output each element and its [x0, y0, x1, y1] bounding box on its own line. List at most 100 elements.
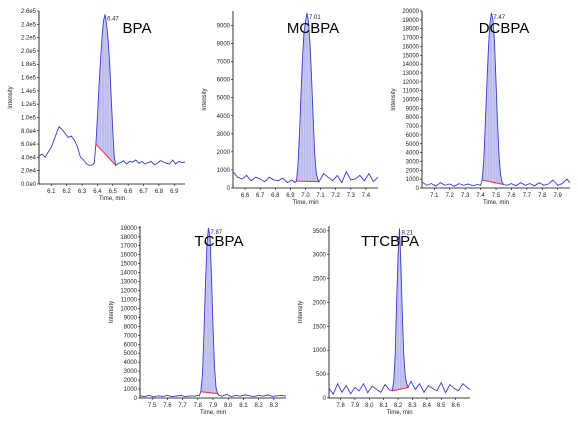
y-tick-label: 12000 — [402, 80, 419, 86]
y-tick-label: 1000 — [124, 387, 138, 393]
chromatogram-trace — [328, 228, 471, 396]
y-tick-label: 11000 — [403, 89, 420, 95]
x-tick-label: 7.6 — [163, 403, 172, 409]
chromatogram-trace — [421, 12, 571, 187]
y-tick-label: 7000 — [217, 60, 231, 66]
x-tick-label: 7.8 — [194, 403, 203, 409]
x-tick-label: 7.4 — [476, 193, 485, 199]
chart-panel-3: 0 1000 2000 3000 4000 5000 6000 7000 8000 9000 100… — [391, 9, 571, 206]
y-tick-label: 17000 — [120, 244, 137, 250]
x-tick-label: 8.5 — [437, 403, 446, 409]
y-tick-label: 2.0e4 — [21, 169, 37, 175]
y-tick-label: 1.4e5 — [21, 89, 37, 95]
x-tick-label: 7.0 — [301, 193, 310, 199]
y-tick-label: 6000 — [406, 133, 420, 139]
y-tick-label: 0 — [134, 396, 138, 402]
x-tick-label: 7.7 — [178, 403, 187, 409]
y-tick-label: 2.0e5 — [21, 49, 37, 55]
y-tick-label: 1000 — [313, 348, 327, 354]
peak-area — [200, 227, 218, 394]
y-tick-label: 6000 — [124, 342, 138, 348]
x-tick-label: 6.2 — [62, 189, 71, 195]
x-tick-label: 8.0 — [224, 403, 233, 409]
y-axis-label: Intensity — [109, 301, 115, 323]
y-tick-label: 1.2e5 — [21, 102, 37, 108]
y-tick-label: 6.0e4 — [21, 142, 37, 148]
peak-apex-label: 7.47 — [493, 15, 505, 21]
peak-apex-label: 7.01 — [309, 15, 321, 21]
y-tick-label: 9000 — [124, 315, 138, 321]
x-tick-label: 7.1 — [316, 193, 325, 199]
x-tick-label: 7.9 — [209, 403, 218, 409]
y-tick-label: 2.4e5 — [21, 22, 37, 28]
x-tick-label: 6.5 — [109, 189, 118, 195]
y-tick-label: 5000 — [124, 351, 138, 357]
y-tick-label: 0 — [416, 186, 420, 192]
peak-baseline — [482, 179, 504, 185]
x-axis-label: Time, min — [200, 410, 226, 416]
y-tick-label: 9000 — [217, 23, 231, 29]
y-tick-label: 1000 — [217, 168, 231, 174]
chromatogram-trace — [139, 227, 287, 398]
y-tick-label: 2000 — [217, 150, 231, 156]
y-tick-label: 8.0e4 — [21, 129, 37, 135]
peak-baseline — [200, 391, 218, 395]
x-tick-label: 7.3 — [461, 193, 470, 199]
x-tick-label: 6.6 — [124, 189, 133, 195]
y-tick-label: 2000 — [313, 300, 327, 306]
y-tick-label: 2500 — [313, 277, 327, 283]
x-axis-label: Time, min — [292, 200, 318, 206]
y-tick-label: 20000 — [402, 9, 419, 15]
y-tick-label: 12000 — [120, 289, 137, 295]
y-tick-label: 2.6e5 — [21, 9, 37, 15]
y-tick-label: 2000 — [124, 378, 138, 384]
peak-baseline — [296, 180, 320, 183]
chart-panel-2: 0 1000 2000 3000 4000 5000 6000 7000 8000 9000 6.6… — [202, 11, 379, 206]
y-tick-label: 14000 — [120, 271, 137, 277]
x-tick-label: 8.1 — [380, 403, 389, 409]
y-tick-label: 3000 — [124, 369, 138, 375]
chart-title: TCBPA — [195, 233, 244, 250]
y-tick-label: 4000 — [124, 360, 138, 366]
y-tick-label: 19000 — [402, 18, 419, 24]
x-tick-label: 7.7 — [523, 193, 532, 199]
x-tick-label: 6.9 — [286, 193, 295, 199]
y-tick-label: 18000 — [120, 235, 137, 241]
y-tick-label: 7000 — [406, 124, 420, 130]
x-tick-label: 6.1 — [47, 189, 56, 195]
x-tick-label: 8.0 — [365, 403, 374, 409]
x-tick-label: 6.7 — [256, 193, 265, 199]
y-tick-label: 15000 — [402, 53, 419, 59]
x-tick-label: 7.2 — [446, 193, 455, 199]
y-tick-label: 15000 — [120, 262, 137, 268]
y-tick-label: 6000 — [217, 78, 231, 84]
y-tick-label: 16000 — [120, 253, 137, 259]
y-tick-label: 7000 — [124, 333, 138, 339]
chart-panel-1: 0.0e0 2.0e4 4.0e4 6.0e4 8.0e4 1.0e5 1.2e5 1.4e5… — [8, 9, 186, 202]
chart-title: BPA — [123, 20, 152, 37]
chart-title: TTCBPA — [361, 233, 419, 250]
chromatogram-trace — [38, 14, 186, 167]
peak-baseline — [392, 386, 409, 392]
y-tick-label: 9000 — [406, 106, 420, 112]
x-tick-label: 8.2 — [254, 403, 263, 409]
y-tick-label: 1500 — [313, 324, 327, 330]
x-tick-label: 6.9 — [170, 189, 179, 195]
y-tick-label: 0 — [323, 396, 327, 402]
chromatogram-trace — [232, 12, 379, 184]
y-tick-label: 4000 — [406, 151, 420, 157]
y-tick-label: 11000 — [121, 297, 138, 303]
y-axis-label: Intensity — [8, 86, 14, 108]
chart-title: MCBPA — [287, 20, 339, 37]
x-tick-label: 7.2 — [332, 193, 341, 199]
x-tick-label: 8.1 — [239, 403, 248, 409]
x-axis-label: Time, min — [386, 410, 412, 416]
y-tick-label: 500 — [316, 372, 327, 378]
x-tick-label: 8.4 — [423, 403, 432, 409]
y-tick-label: 8000 — [406, 115, 420, 121]
y-tick-label: 1.6e5 — [21, 76, 37, 82]
y-tick-label: 8000 — [217, 42, 231, 48]
y-tick-label: 18000 — [402, 27, 419, 33]
x-tick-label: 6.3 — [78, 189, 87, 195]
